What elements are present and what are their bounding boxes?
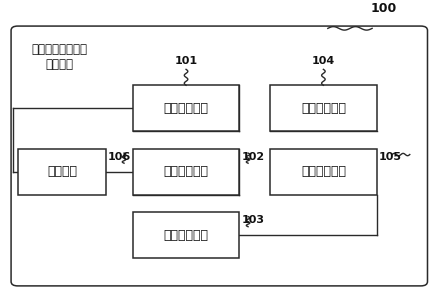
Text: 101: 101 bbox=[175, 57, 198, 67]
Text: 103: 103 bbox=[241, 215, 264, 225]
FancyBboxPatch shape bbox=[11, 26, 427, 286]
FancyBboxPatch shape bbox=[133, 85, 239, 131]
Text: 第一变换单元: 第一变换单元 bbox=[163, 165, 209, 178]
Text: 104: 104 bbox=[312, 57, 335, 67]
Text: 第一获取单元: 第一获取单元 bbox=[163, 102, 209, 115]
FancyBboxPatch shape bbox=[270, 149, 377, 195]
Text: 100: 100 bbox=[370, 1, 396, 15]
Text: 更新单元: 更新单元 bbox=[47, 165, 77, 178]
Text: 第三计算单元: 第三计算单元 bbox=[301, 165, 346, 178]
Text: 106: 106 bbox=[108, 152, 131, 162]
FancyBboxPatch shape bbox=[18, 149, 106, 195]
FancyBboxPatch shape bbox=[133, 212, 239, 258]
FancyBboxPatch shape bbox=[270, 85, 377, 131]
Text: 静态均衡器系数的
确定装置: 静态均衡器系数的 确定装置 bbox=[32, 44, 88, 71]
Text: 第一计算单元: 第一计算单元 bbox=[163, 229, 209, 242]
FancyBboxPatch shape bbox=[133, 149, 239, 195]
Text: 102: 102 bbox=[241, 152, 264, 162]
Text: 105: 105 bbox=[379, 152, 402, 162]
Text: 第二计算单元: 第二计算单元 bbox=[301, 102, 346, 115]
